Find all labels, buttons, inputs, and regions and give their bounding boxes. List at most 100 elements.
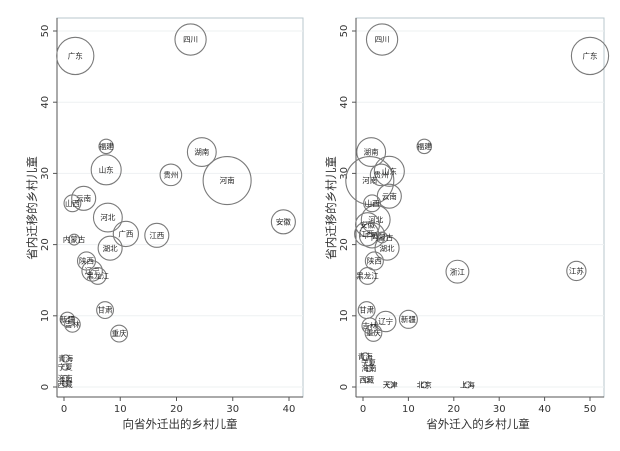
y-tick-label: 20	[339, 238, 350, 251]
bubble-point	[110, 324, 129, 343]
bubble-point	[97, 235, 123, 261]
bubble-point	[345, 155, 395, 206]
y-tick-label: 40	[40, 96, 51, 109]
bubble-point	[445, 259, 470, 284]
bubble-label: 山东	[99, 164, 114, 174]
x-tick-label: 10	[114, 404, 127, 415]
bubble-label: 河南	[220, 175, 235, 185]
bubble-label: 江西	[149, 231, 164, 240]
bubble-point	[566, 260, 587, 282]
bubble-label: 四川	[183, 35, 198, 44]
bubble-point	[354, 212, 381, 238]
y-axis-label: 省内迁移的乡村儿童	[324, 156, 338, 260]
bubble-label: 黑龙江	[356, 271, 379, 281]
bubble-point	[361, 317, 379, 335]
bubble-point	[363, 376, 370, 383]
bubble-label: 甘肃	[98, 305, 113, 315]
bubble-point	[98, 138, 114, 155]
bubble-point	[358, 266, 377, 285]
bubble-point	[369, 163, 393, 187]
bubble-point	[63, 194, 82, 213]
bubble-point	[356, 137, 387, 167]
bubble-label: 河北	[100, 213, 115, 222]
bubble-label: 陕西	[367, 256, 382, 266]
bubble-label: 吉林	[362, 320, 377, 330]
y-tick-label: 50	[339, 25, 350, 38]
right-scatter-panel: 0 10 20 30 40 50 0 10 20 30 40 50 省内迁移的乡村儿童省外迁入的乡村儿童…	[324, 17, 610, 431]
bubble-point	[463, 381, 471, 389]
bubble-label: 河北	[368, 215, 383, 224]
bubble-label: 安徽	[360, 219, 375, 229]
y-tick-label: 30	[40, 167, 51, 180]
bubble-label: 江西	[359, 230, 374, 239]
bubble-point	[62, 381, 69, 388]
bubble-label: 贵州	[163, 169, 178, 179]
x-axis-label: 向省外迁出的乡村儿童	[123, 417, 238, 431]
bubble-point	[76, 251, 97, 271]
bubble-label: 云南	[382, 191, 397, 201]
bubble-point	[186, 137, 217, 167]
x-tick-label: 40	[283, 404, 296, 415]
bubble-point	[88, 266, 107, 285]
bubble-point	[159, 163, 183, 187]
bubble-point	[174, 23, 207, 56]
x-tick-label: 30	[493, 404, 506, 415]
x-axis-label: 省外迁入的乡村儿童	[426, 417, 530, 431]
bubble-label: 广西	[365, 230, 380, 240]
y-axis-label: 省内迁移的乡村儿童	[25, 156, 39, 260]
bubble-point	[68, 233, 81, 246]
bubble-label: 云南	[76, 193, 91, 203]
bubble-point	[364, 323, 383, 342]
bubble-label: 湖南	[194, 147, 209, 157]
bubble-point	[365, 364, 373, 373]
bubble-point	[202, 155, 252, 206]
bubble-point	[144, 222, 170, 248]
bubble-point	[81, 260, 103, 282]
bubble-point	[64, 315, 81, 333]
bubble-point	[374, 310, 397, 333]
bubble-label: 山东	[382, 166, 397, 176]
y-tick-label: 20	[40, 238, 51, 251]
x-tick-label: 20	[170, 404, 183, 415]
bubble-point	[61, 354, 70, 363]
bubble-label: 辽宁	[378, 316, 393, 326]
bubble-label: 西藏	[58, 379, 73, 389]
bubble-label: 四川	[375, 35, 390, 44]
bubble-label: 天津	[383, 380, 398, 389]
bubble-point	[61, 363, 69, 371]
bubble-point	[96, 301, 115, 320]
bubble-point	[112, 220, 140, 248]
x-tick-label: 40	[538, 404, 551, 415]
bubble-point	[376, 231, 389, 244]
bubble-point	[59, 311, 76, 328]
bubble-point	[363, 194, 382, 213]
bubble-label: 辽宁	[85, 266, 100, 276]
x-tick-label: 0	[360, 404, 366, 415]
bubble-label: 湖北	[380, 244, 395, 253]
bubble-label: 湖南	[364, 147, 379, 157]
bubble-label: 重庆	[112, 328, 127, 338]
bubble-label: 贵州	[374, 169, 389, 179]
y-tick-label: 40	[339, 96, 350, 109]
bubble-label: 宁夏	[361, 357, 376, 367]
bubble-label: 青海	[58, 353, 73, 363]
bubble-label: 山西	[365, 198, 380, 208]
bubble-label: 黑龙江	[87, 271, 110, 281]
bubble-label: 新疆	[401, 314, 416, 324]
y-tick-label: 0	[40, 384, 51, 390]
bubble-label: 海南	[58, 373, 73, 383]
bubble-label: 湖北	[103, 244, 118, 253]
bubble-label: 上海	[460, 379, 475, 389]
y-tick-label: 50	[40, 25, 51, 38]
bubble-label: 广东	[68, 51, 83, 61]
y-tick-label: 30	[339, 167, 350, 180]
bubble-label: 内蒙古	[63, 234, 86, 244]
bubble-label: 北京	[417, 379, 432, 389]
x-tick-label: 50	[584, 404, 597, 415]
bubble-point	[56, 36, 95, 76]
plot-area	[56, 17, 304, 398]
bubble-label: 海南	[361, 363, 376, 373]
x-tick-label: 10	[402, 404, 415, 415]
bubble-point	[386, 381, 394, 389]
y-tick-label: 10	[40, 309, 51, 322]
